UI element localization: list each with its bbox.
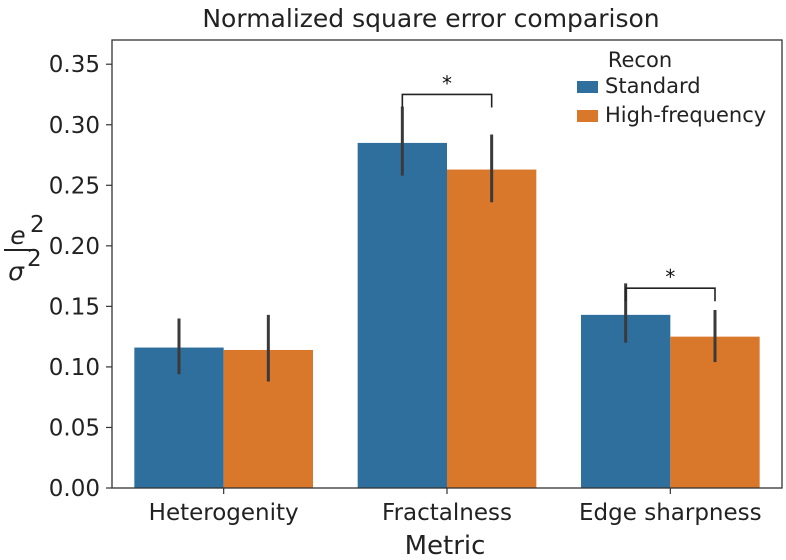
x-tick-label: Edge sharpness (579, 500, 762, 526)
legend-swatch-standard (577, 81, 598, 93)
y-label-denominator-exponent: 2 (27, 246, 42, 272)
x-tick-label: Heterogenity (149, 500, 299, 526)
significance-bracket (624, 287, 716, 302)
x-tick-label: Fractalness (382, 500, 512, 526)
y-label-numerator: e (10, 221, 25, 250)
legend-label-high-frequency: High-frequency (605, 103, 766, 127)
legend-title: Recon (608, 48, 672, 72)
x-axis: Heterogenity Fractalness Edge sharpness (149, 488, 762, 526)
bar-standard-2 (581, 314, 671, 488)
significance-annotations: ** (401, 71, 716, 302)
y-axis: 0.00 0.05 0.10 0.15 0.20 0.25 0.30 0.35 (49, 52, 112, 502)
y-tick-label: 0.05 (49, 415, 100, 441)
bars-group (134, 142, 760, 488)
y-tick-label: 0.35 (49, 52, 100, 78)
y-tick-label: 0.30 (49, 113, 100, 139)
significance-bracket (401, 93, 493, 108)
legend-label-standard: Standard (605, 74, 701, 98)
y-tick-label: 0.10 (49, 355, 100, 381)
error-bars-group (177, 106, 717, 382)
chart-title: Normalized square error comparison (202, 4, 659, 33)
y-label-denominator: σ (8, 257, 25, 286)
y-tick-label: 0.20 (49, 234, 100, 260)
significance-star: * (442, 71, 452, 95)
bar-high-frequency-1 (447, 169, 537, 488)
x-axis-label: Metric (405, 531, 486, 560)
y-axis-label: e 2 σ 2 (4, 212, 45, 286)
legend-swatch-high-frequency (577, 110, 598, 122)
y-label-numerator-exponent: 2 (30, 212, 45, 238)
y-tick-label: 0.25 (49, 173, 100, 199)
y-tick-label: 0.15 (49, 294, 100, 320)
y-tick-label: 0.00 (49, 476, 100, 502)
significance-star: * (665, 265, 675, 289)
bar-standard-1 (357, 142, 447, 488)
legend: Recon Standard High-frequency (577, 48, 766, 127)
